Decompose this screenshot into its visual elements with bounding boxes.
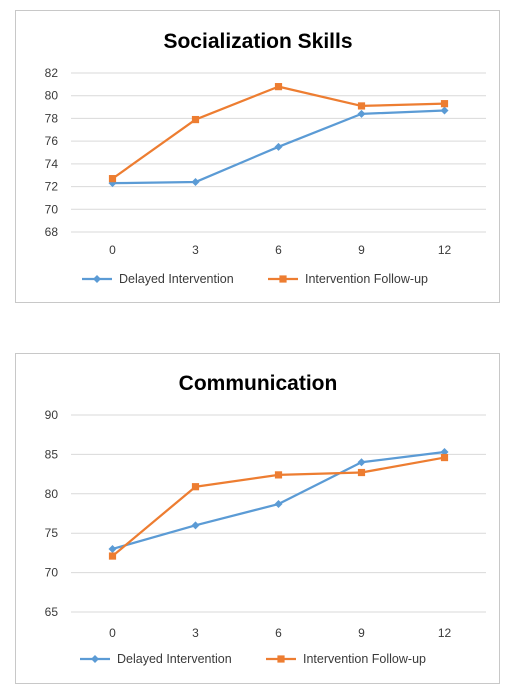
data-point xyxy=(440,100,449,108)
series-line xyxy=(111,85,445,180)
data-point xyxy=(440,453,449,462)
y-tick-label: 65 xyxy=(45,605,59,619)
data-point xyxy=(191,521,200,530)
x-tick-label: 3 xyxy=(192,626,199,640)
data-point xyxy=(108,175,117,183)
y-tick-label: 78 xyxy=(45,111,59,125)
y-tick-label: 72 xyxy=(45,180,59,194)
data-point xyxy=(274,83,283,91)
x-tick-label: 12 xyxy=(438,626,452,640)
y-tick-label: 68 xyxy=(45,225,59,239)
data-point xyxy=(108,544,117,553)
data-point xyxy=(357,468,366,477)
data-point xyxy=(357,109,366,118)
y-tick-label: 74 xyxy=(45,157,59,171)
communication-plot: Communication 65 70 75 80 85 90 0 3 6 9 12 Delayed I… xyxy=(45,372,486,666)
legend-marker xyxy=(277,655,285,663)
chart-title: Socialization Skills xyxy=(163,30,352,53)
y-tick-label: 80 xyxy=(45,487,59,501)
x-tick-label: 9 xyxy=(358,626,365,640)
y-tick-label: 82 xyxy=(45,66,59,80)
x-tick-label: 0 xyxy=(109,243,116,257)
y-tick-label: 75 xyxy=(45,526,59,540)
legend-label: Delayed Intervention xyxy=(119,272,234,286)
y-tick-label: 76 xyxy=(45,134,59,148)
data-point xyxy=(357,102,366,110)
y-tick-label: 80 xyxy=(45,89,59,103)
x-tick-label: 0 xyxy=(109,626,116,640)
data-point xyxy=(274,500,283,509)
legend-label: Delayed Intervention xyxy=(117,652,232,666)
x-tick-label: 12 xyxy=(438,243,452,257)
chart-title: Communication xyxy=(179,372,338,395)
socialization-skills-chart: Socialization Skills 68 70 72 74 76 78 80 82 0 3 6 9… xyxy=(15,10,500,303)
y-tick-label: 70 xyxy=(45,566,59,580)
y-tick-label: 90 xyxy=(45,408,59,422)
legend-marker xyxy=(279,275,287,283)
y-tick-label: 70 xyxy=(45,202,59,216)
data-point xyxy=(191,115,200,124)
x-tick-label: 9 xyxy=(358,243,365,257)
data-point xyxy=(357,458,366,467)
data-point xyxy=(440,106,449,115)
data-point xyxy=(274,471,283,479)
x-tick-label: 6 xyxy=(275,626,282,640)
y-tick-label: 85 xyxy=(45,447,59,461)
legend-label: Intervention Follow-up xyxy=(303,652,426,666)
data-point xyxy=(274,142,283,151)
data-point xyxy=(191,178,200,187)
x-tick-label: 3 xyxy=(192,243,199,257)
communication-chart: Communication 65 70 75 80 85 90 0 3 6 9 12 Delayed I… xyxy=(15,353,500,684)
socialization-skills-plot: Socialization Skills 68 70 72 74 76 78 80 82 0 3 6 9… xyxy=(45,30,486,286)
legend-label: Intervention Follow-up xyxy=(305,272,428,286)
legend-marker xyxy=(93,275,101,283)
legend-marker xyxy=(91,655,99,663)
x-tick-label: 6 xyxy=(275,243,282,257)
data-point xyxy=(191,483,200,491)
data-point xyxy=(108,552,117,560)
data-point xyxy=(440,448,449,457)
